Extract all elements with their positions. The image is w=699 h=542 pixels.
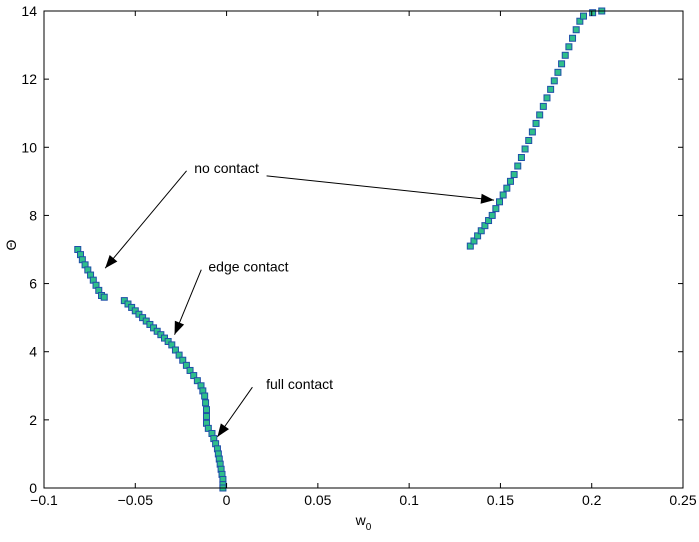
x-tick-label: 0.15 xyxy=(487,492,514,508)
annotation-arrow xyxy=(174,269,202,335)
annotation-label: edge contact xyxy=(208,259,288,275)
axis-ticks: −0.1 −0.05 0 0.05 0.1 0.15 0.2 0.25 0 2 4 6 8 10 12 14 xyxy=(21,3,696,508)
y-axis-label: Θ xyxy=(3,239,19,250)
annotation-arrow xyxy=(266,175,495,204)
x-axis-label: w0 xyxy=(355,512,372,533)
y-tick-label: 6 xyxy=(29,276,37,292)
data-point xyxy=(470,237,478,245)
data-point xyxy=(481,222,489,230)
annotation-labels: no contact edge contact full contact xyxy=(194,160,333,392)
data-point xyxy=(536,111,544,119)
data-point xyxy=(525,136,533,144)
annotation-arrows xyxy=(104,170,495,438)
y-tick-label: 8 xyxy=(29,207,37,223)
data-point xyxy=(496,198,504,206)
data-point xyxy=(572,26,580,34)
data-point xyxy=(510,171,518,179)
y-tick-label: 12 xyxy=(21,71,37,87)
x-tick-label: 0.05 xyxy=(304,492,331,508)
data-point xyxy=(539,102,547,110)
data-point xyxy=(576,17,584,25)
data-point xyxy=(202,399,210,407)
data-point xyxy=(499,191,507,199)
data-point xyxy=(193,377,201,385)
data-point xyxy=(202,406,210,414)
plot-frame xyxy=(43,10,684,489)
data-point xyxy=(579,12,587,20)
data-point xyxy=(532,119,540,127)
data-point xyxy=(190,372,198,380)
y-tick-label: 14 xyxy=(21,3,37,19)
x-tick-label: 0.1 xyxy=(399,492,419,508)
data-point xyxy=(466,242,474,250)
annotation-label: no contact xyxy=(194,160,259,176)
data-point xyxy=(492,205,500,213)
y-tick-label: 2 xyxy=(29,412,37,428)
y-tick-label: 0 xyxy=(29,480,37,496)
data-point xyxy=(521,145,529,153)
data-point xyxy=(543,94,551,102)
data-point xyxy=(561,51,569,59)
annotation-arrow xyxy=(104,170,187,269)
x-tick-label: −0.1 xyxy=(30,492,58,508)
data-point xyxy=(547,85,555,93)
x-tick-label: 0 xyxy=(223,492,231,508)
data-point xyxy=(474,232,482,240)
data-point xyxy=(477,227,485,235)
data-point xyxy=(182,361,190,369)
data-point xyxy=(175,351,183,359)
data-point xyxy=(517,154,525,162)
data-point xyxy=(528,128,536,136)
data-point xyxy=(202,412,210,420)
x-tick-label: −0.05 xyxy=(118,492,154,508)
data-point xyxy=(201,392,209,400)
data-point xyxy=(485,217,493,225)
data-point xyxy=(558,60,566,68)
data-point xyxy=(204,424,212,432)
annotation-arrow xyxy=(217,386,253,438)
data-point xyxy=(550,77,558,85)
y-tick-label: 4 xyxy=(29,344,37,360)
data-point xyxy=(554,68,562,76)
x-tick-label: 0.2 xyxy=(582,492,602,508)
data-point xyxy=(171,346,179,354)
data-point xyxy=(186,366,194,374)
data-point xyxy=(565,43,573,51)
y-tick-label: 10 xyxy=(21,139,37,155)
x-tick-label: 0.25 xyxy=(669,492,696,508)
annotation-label: full contact xyxy=(266,376,333,392)
data-point xyxy=(168,341,176,349)
data-markers xyxy=(74,7,606,492)
data-point xyxy=(488,211,496,219)
data-point xyxy=(179,356,187,364)
data-point xyxy=(506,177,514,185)
data-point xyxy=(503,184,511,192)
data-point xyxy=(514,162,522,170)
data-point xyxy=(100,293,108,301)
data-point xyxy=(569,34,577,42)
data-point xyxy=(589,9,597,17)
